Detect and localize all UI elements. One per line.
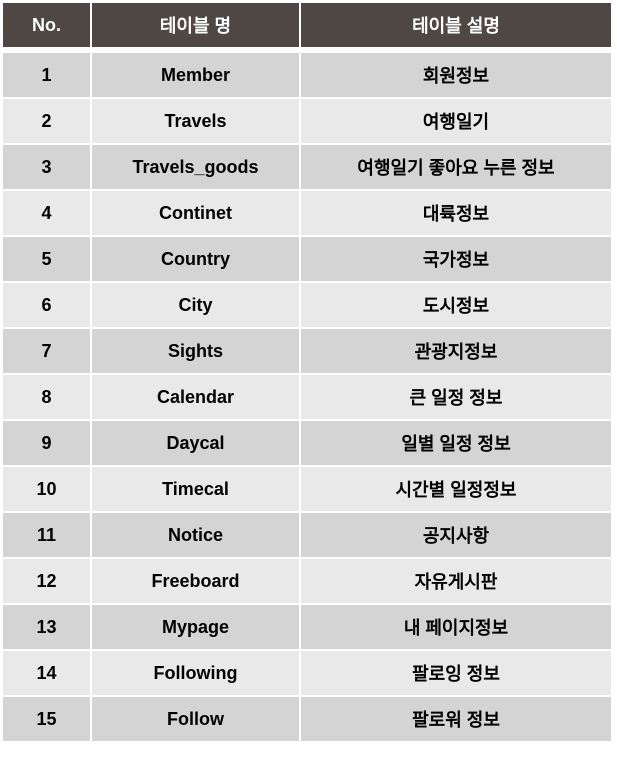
table-row: 12 Freeboard 자유게시판	[1, 557, 613, 605]
table-header: No. 테이블 명 테이블 설명	[1, 1, 613, 51]
row-table-description: 큰 일정 정보	[299, 373, 613, 421]
row-table-description: 팔로잉 정보	[299, 649, 613, 697]
row-table-description: 도시정보	[299, 281, 613, 329]
row-number: 13	[1, 603, 92, 651]
table-row: 8 Calendar 큰 일정 정보	[1, 373, 613, 421]
row-table-name: Country	[90, 235, 301, 283]
row-table-name: Follow	[90, 695, 301, 743]
table-row: 15 Follow 팔로워 정보	[1, 695, 613, 743]
row-table-description: 대륙정보	[299, 189, 613, 237]
row-number: 14	[1, 649, 92, 697]
table-row: 4 Continet 대륙정보	[1, 189, 613, 237]
row-number: 9	[1, 419, 92, 467]
row-table-description: 여행일기 좋아요 누른 정보	[299, 143, 613, 191]
row-table-description: 회원정보	[299, 47, 613, 99]
row-table-name: Daycal	[90, 419, 301, 467]
row-table-description: 관광지정보	[299, 327, 613, 375]
table-row: 5 Country 국가정보	[1, 235, 613, 283]
row-number: 11	[1, 511, 92, 559]
header-table-name: 테이블 명	[90, 1, 301, 51]
header-row: No. 테이블 명 테이블 설명	[1, 1, 613, 51]
table-row: 6 City 도시정보	[1, 281, 613, 329]
row-table-description: 팔로워 정보	[299, 695, 613, 743]
row-table-description: 일별 일정 정보	[299, 419, 613, 467]
row-table-name: Notice	[90, 511, 301, 559]
row-number: 3	[1, 143, 92, 191]
header-table-description: 테이블 설명	[299, 1, 613, 51]
table-row: 14 Following 팔로잉 정보	[1, 649, 613, 697]
row-table-name: Mypage	[90, 603, 301, 651]
table-row: 10 Timecal 시간별 일정정보	[1, 465, 613, 513]
table-row: 3 Travels_goods 여행일기 좋아요 누른 정보	[1, 143, 613, 191]
row-number: 4	[1, 189, 92, 237]
row-number: 15	[1, 695, 92, 743]
table-row: 9 Daycal 일별 일정 정보	[1, 419, 613, 467]
table-row: 13 Mypage 내 페이지정보	[1, 603, 613, 651]
row-table-description: 공지사항	[299, 511, 613, 559]
row-table-name: Calendar	[90, 373, 301, 421]
row-number: 8	[1, 373, 92, 421]
table-body: 1 Member 회원정보 2 Travels 여행일기 3 Travels_goods 여행일…	[1, 47, 613, 743]
row-table-description: 내 페이지정보	[299, 603, 613, 651]
row-table-name: Freeboard	[90, 557, 301, 605]
table-row: 11 Notice 공지사항	[1, 511, 613, 559]
row-table-name: Following	[90, 649, 301, 697]
row-number: 7	[1, 327, 92, 375]
row-number: 6	[1, 281, 92, 329]
row-number: 10	[1, 465, 92, 513]
row-table-name: Sights	[90, 327, 301, 375]
row-table-description: 여행일기	[299, 97, 613, 145]
table-list: No. 테이블 명 테이블 설명 1 Member 회원정보 2 Travels 여행일기…	[1, 1, 613, 743]
row-table-description: 시간별 일정정보	[299, 465, 613, 513]
row-table-name: Member	[90, 47, 301, 99]
row-table-name: Continet	[90, 189, 301, 237]
row-table-name: Timecal	[90, 465, 301, 513]
row-number: 2	[1, 97, 92, 145]
row-table-description: 국가정보	[299, 235, 613, 283]
row-table-name: City	[90, 281, 301, 329]
row-number: 12	[1, 557, 92, 605]
table-row: 2 Travels 여행일기	[1, 97, 613, 145]
row-table-description: 자유게시판	[299, 557, 613, 605]
row-table-name: Travels_goods	[90, 143, 301, 191]
table-row: 1 Member 회원정보	[1, 47, 613, 99]
header-no: No.	[1, 1, 92, 51]
row-number: 5	[1, 235, 92, 283]
row-number: 1	[1, 47, 92, 99]
row-table-name: Travels	[90, 97, 301, 145]
table-row: 7 Sights 관광지정보	[1, 327, 613, 375]
